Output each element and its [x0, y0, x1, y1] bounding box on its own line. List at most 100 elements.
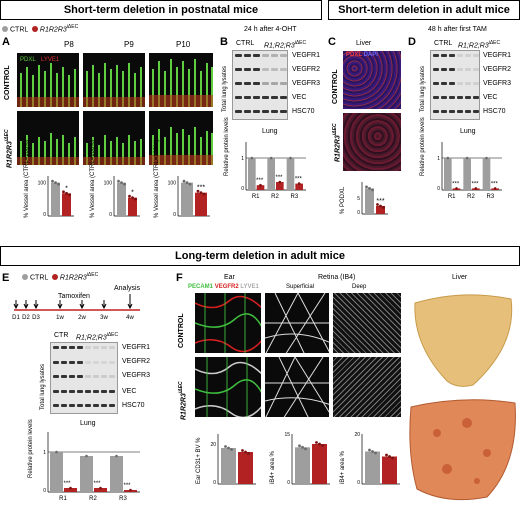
- x-tick-label: R2: [467, 194, 475, 200]
- data-point: [117, 179, 120, 183]
- panel-b-yaxis: Relative protein levels: [224, 117, 230, 176]
- panel-f-row-control: CONTROL: [178, 313, 185, 348]
- data-point: [185, 181, 189, 185]
- panel-f-retina-deep-ctrl: [332, 292, 402, 354]
- blot-band: [262, 96, 269, 99]
- blot-band: [271, 68, 278, 71]
- data-point: [485, 156, 488, 160]
- data-point: [465, 156, 469, 160]
- panel-b-col-mut: R1;R2;R3iΔEC: [264, 40, 307, 50]
- y-tick-label: 0: [241, 186, 244, 192]
- panel-a-stain-lyve: LYVE1: [41, 57, 60, 63]
- data-point: [134, 197, 137, 201]
- bar-mut: [295, 183, 303, 190]
- significance-label: ***: [491, 181, 499, 187]
- bar-ctrl: [50, 452, 63, 492]
- vessel-sprouts-graphic: [83, 63, 145, 107]
- data-point: [365, 185, 368, 189]
- panel-f-row-mut: R1R2R3iΔEC: [178, 381, 188, 420]
- liver-mut-graphic: [409, 399, 516, 501]
- legend-ctrl-label: CTRL: [10, 26, 29, 34]
- data-point: [388, 455, 391, 458]
- blot-band: [93, 360, 99, 364]
- blot-band: [85, 404, 91, 407]
- data-point: [304, 447, 307, 451]
- panel-c-image-ctrl: [342, 50, 402, 110]
- vessel-sprouts-graphic: PDXL LYVE1: [17, 57, 79, 107]
- bar-ctrl: [286, 158, 295, 190]
- blot-band: [262, 54, 269, 57]
- blot-band: [109, 346, 115, 349]
- banner-longterm-text: Long-term deletion in adult mice: [175, 250, 345, 262]
- blot-band: [449, 68, 455, 71]
- blot-band: [235, 82, 242, 85]
- bar-mut: [128, 197, 137, 216]
- data-point: [188, 182, 192, 186]
- vessel-sprouts-graphic: [149, 127, 213, 165]
- bar-ctrl: [117, 182, 126, 216]
- data-point: [62, 190, 65, 194]
- blot-band: [449, 110, 455, 113]
- blot-band: [93, 404, 99, 407]
- timeline-arrow: [57, 300, 63, 310]
- bar-mut: [276, 182, 284, 190]
- blot-band: [244, 110, 251, 113]
- panel-c-chart: 5 0 ***: [357, 182, 388, 216]
- blot-band: [85, 375, 91, 378]
- timeline-label: D3: [32, 315, 40, 321]
- blot-band: [271, 110, 278, 113]
- y-tick-label: 0: [109, 212, 112, 218]
- blot-band: [93, 375, 99, 378]
- blot-band: [449, 82, 455, 85]
- panel-e-col-mut: R1;R2;R3iΔEC: [76, 332, 119, 342]
- data-point: [199, 191, 203, 195]
- data-point: [289, 156, 292, 160]
- blot-band: [53, 404, 59, 407]
- data-point: [379, 204, 382, 208]
- data-point: [391, 456, 394, 460]
- y-tick-label: 0: [287, 480, 290, 486]
- blot-band: [101, 346, 107, 349]
- panel-a-col-p9: P9: [124, 40, 134, 49]
- panel-e-band-vec: VEC: [122, 388, 137, 395]
- data-point: [123, 182, 126, 186]
- vessel-sprouts-graphic: [83, 135, 145, 165]
- significance-label: ***: [256, 178, 264, 184]
- blot-band: [465, 82, 471, 85]
- timeline-label: D1: [12, 315, 20, 321]
- panel-f-deep: Deep: [352, 284, 367, 290]
- x-tick-label: R3: [486, 194, 494, 200]
- y-tick-label: 0: [43, 212, 46, 218]
- blot-band: [244, 82, 251, 85]
- bar-ctrl: [221, 448, 236, 484]
- panel-f-liver-ctrl: [406, 284, 518, 388]
- blot-band: [280, 54, 287, 57]
- panel-d-chart-title: Lung: [460, 128, 476, 135]
- panel-a-col-p8: P8: [64, 40, 74, 49]
- blot-band: [441, 96, 447, 99]
- panel-f-retina-title: Retina (IB4): [318, 274, 356, 281]
- x-tick-label: R2: [89, 496, 97, 502]
- significance-label: ***: [452, 181, 460, 187]
- significance-label: ***: [63, 481, 71, 487]
- blot-band: [85, 360, 91, 364]
- data-point: [85, 454, 88, 458]
- panel-a-image-mut-p8: [16, 110, 80, 166]
- ear-vessels-graphic: [195, 293, 261, 353]
- blot-band: [235, 68, 242, 71]
- panel-f-stains: PECAM1 VEGFR2 LYVE1: [188, 284, 259, 290]
- panel-f-retina-sup-ctrl: [264, 292, 330, 354]
- blot-band: [457, 82, 463, 85]
- panel-b-band-vegfr2: VEGFR2: [292, 66, 321, 73]
- blot-band: [465, 68, 471, 71]
- y-tick-label: 20: [354, 432, 360, 438]
- panel-e-letter: E: [2, 272, 10, 284]
- banner-postnatal-text: Short-term deletion in postnatal mice: [63, 4, 259, 16]
- vessel-sprouts-graphic: [17, 133, 79, 165]
- bar-ctrl: [80, 456, 93, 492]
- timeline-label: 2w: [78, 315, 86, 321]
- data-point: [65, 191, 68, 195]
- bar-mut: [256, 185, 265, 190]
- data-point: [455, 187, 458, 190]
- blot-band: [457, 54, 463, 57]
